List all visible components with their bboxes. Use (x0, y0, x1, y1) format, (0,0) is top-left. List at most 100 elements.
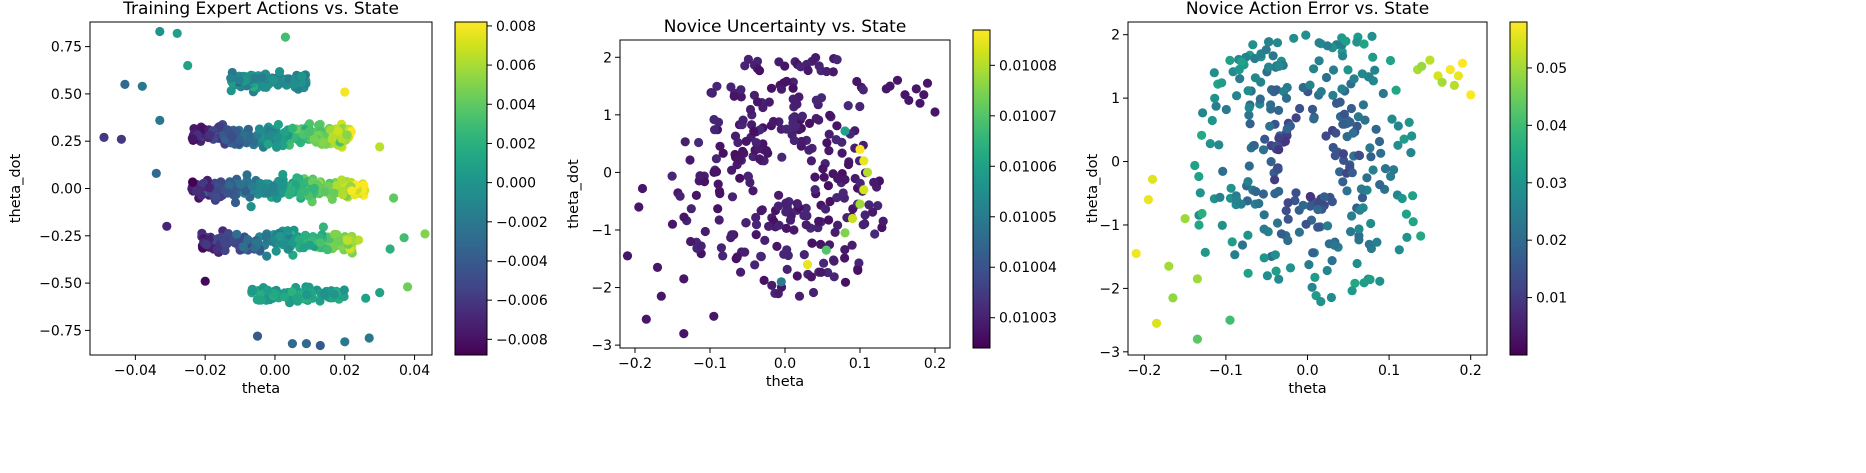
data-point (816, 239, 826, 249)
data-point (731, 254, 741, 264)
data-point (1330, 151, 1340, 161)
x-tick-label: 0.04 (399, 363, 430, 379)
data-point (1339, 155, 1349, 165)
y-tick-label: 2 (603, 50, 612, 66)
data-point (1200, 247, 1210, 257)
data-point (840, 253, 850, 263)
data-point (679, 274, 689, 284)
axes-frame (1127, 21, 1488, 356)
data-point (1195, 188, 1205, 198)
y-axis-label: theta_dot (566, 159, 582, 229)
data-point (375, 288, 385, 298)
data-point (799, 250, 809, 260)
data-point (792, 271, 802, 281)
colorbar-tick-label: 0.02 (1536, 233, 1567, 249)
data-point (1152, 318, 1162, 328)
data-point (789, 135, 799, 146)
data-point (1263, 37, 1274, 47)
data-point (1310, 272, 1320, 282)
data-point (232, 229, 242, 239)
data-point (700, 226, 710, 237)
data-point (1168, 293, 1178, 303)
y-tick-label: 0 (603, 165, 612, 181)
data-point (1258, 189, 1268, 199)
data-point (1393, 121, 1403, 131)
data-point (1401, 209, 1411, 219)
data-point (247, 181, 257, 191)
data-point (1305, 191, 1315, 202)
data-point (768, 116, 779, 127)
data-point (1281, 206, 1291, 216)
data-point (1368, 76, 1378, 86)
data-point (1408, 217, 1418, 227)
data-point (1357, 193, 1368, 203)
data-point (772, 241, 782, 251)
data-point (1283, 214, 1293, 224)
data-point (1375, 180, 1385, 190)
data-point (622, 251, 633, 261)
data-point (172, 28, 182, 38)
data-point (806, 272, 817, 282)
chart-panel-1: Training Expert Actions vs. State −0.04 −0… (8, 0, 548, 397)
data-point (685, 155, 695, 165)
data-point (667, 171, 677, 181)
data-point (859, 185, 869, 195)
data-point (789, 225, 799, 235)
data-point (1331, 128, 1341, 138)
data-point (777, 152, 787, 162)
data-point (1425, 55, 1435, 65)
data-point (759, 275, 769, 285)
data-point (247, 286, 257, 296)
data-point (738, 115, 748, 125)
data-point (825, 110, 835, 120)
data-point (293, 293, 303, 303)
data-point (1407, 131, 1417, 141)
chart-title: Novice Action Error vs. State (1186, 0, 1429, 19)
data-point (1349, 74, 1359, 84)
data-point (713, 204, 723, 214)
data-point (252, 295, 262, 305)
data-point (1283, 198, 1293, 208)
data-point (329, 188, 339, 198)
data-point (785, 215, 796, 225)
data-point (1243, 177, 1253, 187)
data-point (1198, 108, 1208, 118)
data-point (788, 94, 798, 104)
x-tick-label: −0.1 (693, 356, 727, 372)
data-point (204, 183, 214, 193)
data-point (1245, 119, 1255, 129)
data-point (1262, 271, 1272, 281)
colorbar-tick-label: 0.01006 (999, 159, 1057, 175)
data-point (137, 81, 147, 91)
data-point (1259, 210, 1269, 220)
chart-panel-2: Novice Uncertainty vs. State −0.2 −0.1 0.0 0… (566, 17, 1057, 390)
data-point (1366, 152, 1376, 162)
data-point (743, 171, 753, 181)
data-point (1260, 134, 1270, 144)
data-point (1250, 73, 1260, 83)
data-point (1385, 55, 1396, 66)
colorbar-tick-label: 0.01003 (999, 311, 1057, 327)
data-point (1281, 93, 1292, 103)
colorbar-tick-label: −0.008 (496, 332, 548, 348)
data-point (855, 101, 865, 112)
data-point (745, 104, 756, 115)
data-point (1254, 198, 1264, 209)
data-point (825, 196, 835, 207)
data-point (1457, 58, 1468, 68)
data-point (1266, 100, 1276, 110)
y-tick-label: 0.50 (51, 87, 82, 103)
data-point (286, 185, 296, 195)
data-point (243, 234, 253, 245)
data-point (1265, 121, 1275, 131)
data-point (292, 173, 302, 183)
data-point (337, 175, 347, 185)
data-point (1272, 85, 1282, 95)
data-point (1326, 292, 1336, 303)
data-point (1354, 150, 1364, 160)
data-point (1417, 61, 1427, 71)
y-tick-label: −2 (1099, 281, 1120, 297)
colorbar-tick-label: 0.006 (496, 58, 536, 74)
data-point (1309, 114, 1319, 124)
